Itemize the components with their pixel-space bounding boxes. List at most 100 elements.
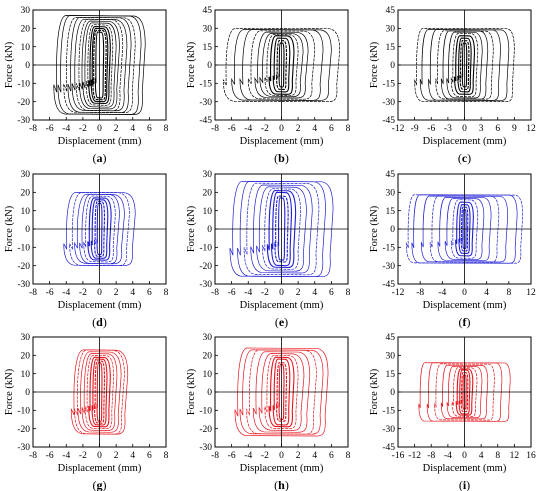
y-tick-label: 0 (207, 61, 212, 71)
y-tick-label: -20 (17, 98, 30, 108)
x-tick-label: 0 (279, 451, 284, 461)
y-tick-label: 30 (21, 170, 31, 180)
hysteresis-loop (74, 349, 125, 435)
hysteresis-loop (434, 363, 495, 421)
y-tick-label: -30 (382, 98, 395, 108)
y-tick-label: -10 (17, 407, 30, 417)
y-tick-label: 30 (21, 333, 31, 343)
panel-label: (g) (93, 478, 107, 491)
x-tick-label: 0 (462, 451, 467, 461)
x-axis-title: Displacement (mm) (423, 300, 507, 311)
x-tick-label: -8 (427, 451, 435, 461)
hysteresis-loop (272, 37, 291, 93)
y-tick-label: 30 (203, 25, 213, 35)
hysteresis-loop (460, 206, 469, 252)
y-tick-label: -45 (382, 280, 395, 290)
panel-label: (b) (274, 151, 289, 165)
x-axis-title: Displacement (mm) (240, 136, 324, 147)
hysteresis-loop (435, 30, 494, 100)
x-tick-label: -8 (211, 288, 219, 298)
y-tick-label: 15 (203, 43, 213, 53)
hysteresis-loop (53, 15, 146, 115)
curves-c (414, 27, 515, 103)
y-tick-label: 20 (21, 189, 31, 199)
x-tick-label: 4 (130, 288, 135, 298)
hysteresis-loop (96, 202, 103, 256)
hysteresis-loop (270, 191, 293, 267)
x-tick-label: -4 (438, 288, 446, 298)
x-tick-label: -2 (79, 288, 87, 298)
hysteresis-loop (429, 195, 500, 263)
y-tick-label: 10 (21, 207, 31, 217)
panel-f: -12 -8 -4 0 4 8 12 -45 -30 -15 0 15 30 45 Displacement… (369, 170, 536, 329)
y-tick-label: -10 (199, 244, 212, 254)
hysteresis-loop (229, 180, 334, 278)
y-tick-label: 15 (386, 207, 396, 217)
hysteresis-loop (405, 194, 524, 264)
panel-label: (e) (275, 315, 288, 329)
y-tick-label: -10 (17, 244, 30, 254)
y-tick-label: -30 (199, 98, 212, 108)
y-axis-title: Force (kN) (369, 205, 380, 252)
x-tick-label: 8 (346, 451, 351, 461)
hysteresis-loop (63, 191, 136, 267)
y-tick-label: 30 (386, 25, 396, 35)
hysteresis-loop (71, 18, 128, 112)
hysteresis-loop (437, 196, 492, 262)
hysteresis-loop (446, 365, 483, 419)
panel-label: (f) (459, 315, 471, 329)
y-tick-label: 10 (203, 370, 213, 380)
hysteresis-loop (426, 362, 503, 422)
hysteresis-loop (83, 195, 116, 263)
x-tick-label: 6 (147, 288, 152, 298)
y-tick-label: 15 (386, 370, 396, 380)
x-tick-label: 6 (329, 451, 334, 461)
y-axis-title: Force (kN) (369, 41, 380, 88)
x-axis-title: Displacement (mm) (58, 463, 142, 474)
y-tick-label: 30 (203, 170, 213, 180)
x-tick-label: -4 (244, 124, 252, 134)
y-tick-label: -30 (17, 280, 30, 290)
y-tick-label: -45 (382, 116, 395, 126)
x-axis-title: Displacement (mm) (58, 136, 142, 147)
y-tick-label: 45 (386, 333, 396, 343)
x-tick-label: 6 (147, 451, 152, 461)
x-tick-label: -16 (392, 451, 405, 461)
hysteresis-loop (88, 25, 111, 105)
hysteresis-loop (77, 351, 122, 433)
panel-d: -8 -6 -4 -2 0 2 4 6 8-30-20-100102030Displacemen… (4, 170, 169, 329)
hysteresis-loop (275, 362, 288, 422)
y-axis-title: Force (kN) (4, 205, 15, 252)
hysteresis-loop (414, 27, 515, 103)
curves-e (229, 180, 334, 278)
x-tick-label: -2 (79, 451, 87, 461)
y-tick-label: 45 (386, 170, 396, 180)
x-tick-label: -6 (228, 451, 236, 461)
hysteresis-loop (461, 42, 468, 88)
hysteresis-loop (231, 29, 332, 101)
hysteresis-loop (420, 195, 509, 263)
y-tick-label: -45 (382, 443, 395, 453)
x-tick-label: 2 (296, 288, 301, 298)
x-tick-label: -8 (29, 124, 37, 134)
hysteresis-loop (69, 191, 130, 267)
x-tick-label: 12 (510, 451, 520, 461)
x-tick-label: -8 (29, 288, 37, 298)
hysteresis-loop (462, 374, 467, 410)
hysteresis-loop (455, 368, 474, 416)
hysteresis-loop (457, 37, 472, 93)
hysteresis-loop (278, 363, 285, 421)
x-tick-label: 0 (97, 124, 102, 134)
y-tick-label: -30 (199, 280, 212, 290)
panel-label: (d) (92, 315, 107, 329)
hysteresis-loop (440, 364, 489, 420)
hysteresis-loop (91, 358, 108, 426)
hysteresis-loop (446, 31, 483, 99)
y-axis-title: Force (kN) (186, 368, 197, 415)
y-tick-label: 0 (25, 388, 30, 398)
hysteresis-loop (450, 199, 479, 259)
hysteresis-loop (250, 184, 313, 274)
y-tick-label: -20 (17, 262, 30, 272)
hysteresis-loop (93, 200, 106, 258)
